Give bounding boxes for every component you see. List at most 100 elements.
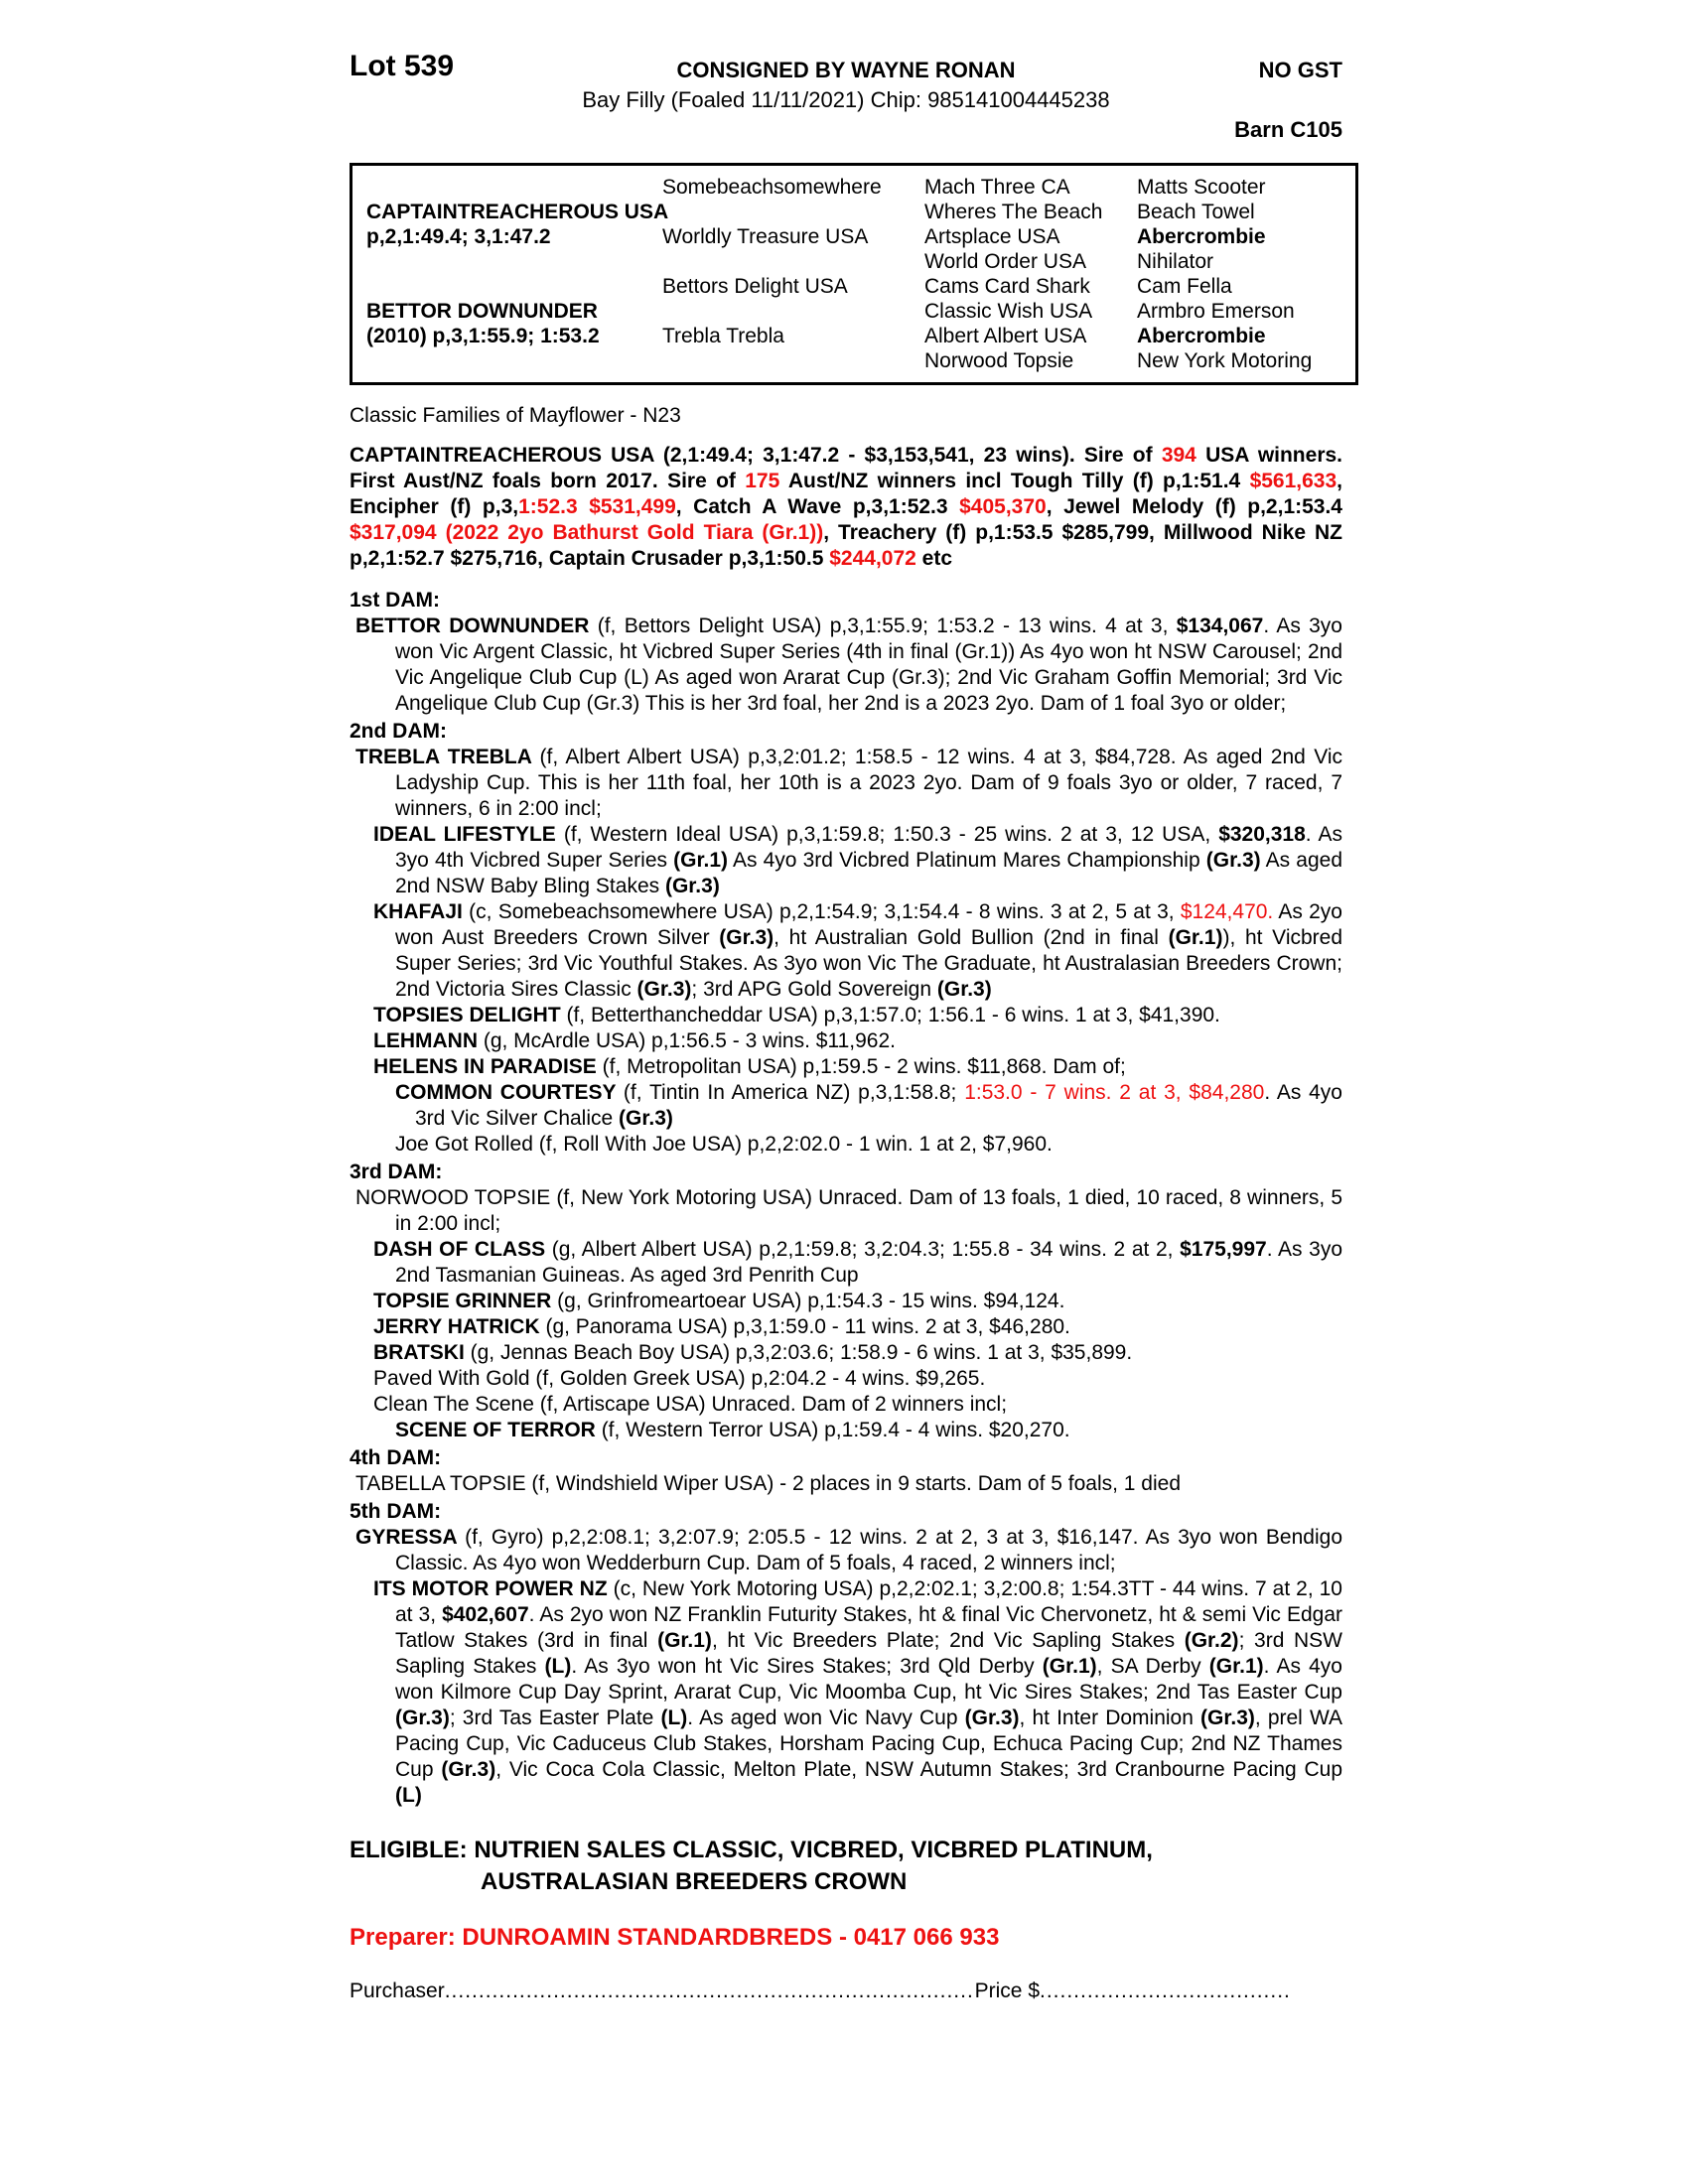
pedigree-cell: Artsplace USA — [924, 225, 1060, 248]
text-segment: , Vic Coca Cola Classic, Melton Plate, N… — [495, 1758, 1348, 1781]
horse-common-courtesy: COMMON COURTESY (f, Tintin In America NZ… — [350, 1080, 1342, 1132]
family-line: Classic Families of Mayflower - N23 — [350, 403, 1342, 429]
text-segment: Clean The Scene (f, Artiscape USA) Unrac… — [373, 1393, 1008, 1416]
emphasis-text: $320,318 — [1218, 823, 1306, 846]
page-content: Lot 539 CONSIGNED BY WAYNE RONAN NO GST … — [350, 44, 1358, 2003]
horse-khafaji: KHAFAJI (c, Somebeachsomewhere USA) p,2,… — [350, 899, 1342, 1003]
emphasis-text: (Gr.1) — [657, 1629, 712, 1652]
purchaser-price-line: Purchaser ..............................… — [350, 1979, 1288, 2003]
pedigree-cell — [366, 274, 662, 299]
text-segment: . As 4yo won Kilmore Cup Day Sprint, Ara… — [395, 1655, 1348, 1704]
emphasis-text: BRATSKI — [373, 1341, 471, 1364]
text-segment: As 2yo won Aust Breeders Crown Silver — [395, 900, 1348, 949]
text-segment: CAPTAINTREACHEROUS USA (2,1:49.4; 3,1:47… — [350, 444, 1162, 467]
highlighted-text: $124,470. — [1180, 900, 1274, 923]
text-segment: (f, Bettors Delight USA) p,3,1:55.9; 1:5… — [597, 614, 1177, 637]
horse-jerry-hatrick: JERRY HATRICK (g, Panorama USA) p,3,1:59… — [350, 1314, 1342, 1340]
pedigree-cell: Cam Fella — [1137, 275, 1232, 298]
emphasis-text: (Gr.3) — [395, 1706, 450, 1729]
gst-status: NO GST — [1258, 58, 1342, 82]
pedigree-cell: Bettors Delight USA — [662, 275, 848, 298]
text-segment: (c, Somebeachsomewhere USA) p,2,1:54.9; … — [469, 900, 1181, 923]
eligibility-block: ELIGIBLE: NUTRIEN SALES CLASSIC, VICBRED… — [350, 1835, 1342, 1898]
pedigree-cell: Norwood Topsie — [924, 349, 1074, 372]
horse-helens-in-paradise: HELENS IN PARADISE (f, Metropolitan USA)… — [350, 1054, 1342, 1080]
emphasis-text: BETTOR DOWNUNDER — [355, 614, 598, 637]
pedigree-cell — [366, 348, 662, 373]
pedigree-cell: Classic Wish USA — [924, 300, 1093, 323]
purchaser-label: Purchaser — [350, 1979, 445, 2002]
emphasis-text: LEHMANN — [373, 1029, 484, 1052]
highlighted-text: 394 — [1161, 444, 1196, 467]
horse-ideal-lifestyle: IDEAL LIFESTYLE (f, Western Ideal USA) p… — [350, 822, 1342, 899]
text-segment: . As 2yo won NZ Franklin Futurity Stakes… — [395, 1603, 1348, 1652]
horse-lehmann: LEHMANN (g, McArdle USA) p,1:56.5 - 3 wi… — [350, 1028, 1342, 1054]
text-segment: (g, Albert Albert USA) p,2,1:59.8; 3,2:0… — [551, 1238, 1181, 1261]
text-segment: USA winners. First Aust/NZ foals born 20… — [350, 444, 1348, 492]
text-segment: , Treachery (f) p,1:53.5 $285,799, Millw… — [350, 521, 1348, 570]
text-segment: (f, Gyro) p,2,2:08.1; 3,2:07.9; 2:05.5 -… — [395, 1526, 1348, 1574]
text-segment: (f, Albert Albert USA) p,3,2:01.2; 1:58.… — [395, 746, 1348, 820]
pedigree-cell — [662, 299, 924, 324]
horse-its-motor-power: ITS MOTOR POWER NZ (c, New York Motoring… — [350, 1576, 1342, 1809]
horse-topsies-delight: TOPSIES DELIGHT (f, Betterthancheddar US… — [350, 1003, 1342, 1028]
emphasis-text: (Gr.3) — [964, 1706, 1020, 1729]
text-segment: TABELLA TOPSIE (f, Windshield Wiper USA)… — [355, 1472, 1182, 1495]
emphasis-text: (Gr.3) — [636, 978, 692, 1001]
text-segment: (g, Panorama USA) p,3,1:59.0 - 11 wins. … — [545, 1315, 1070, 1338]
pedigree-cell — [662, 249, 924, 274]
pedigree-cell: Wheres The Beach — [924, 201, 1103, 223]
price-label: Price $ — [974, 1979, 1040, 2002]
horse-bratski: BRATSKI (g, Jennas Beach Boy USA) p,3,2:… — [350, 1340, 1342, 1366]
emphasis-text: TOPSIES DELIGHT — [373, 1004, 567, 1026]
preparer-line: Preparer: DUNROAMIN STANDARDBREDS - 0417… — [350, 1924, 1000, 1951]
emphasis-text: $402,607 — [442, 1603, 529, 1626]
emphasis-text: (Gr.3) — [936, 978, 992, 1001]
horse-topsie-grinner: TOPSIE GRINNER (g, Grinfromeartoear USA)… — [350, 1289, 1342, 1314]
text-segment: 5th DAM: — [350, 1500, 442, 1523]
text-segment: Paved With Gold (f, Golden Greek USA) p,… — [373, 1367, 986, 1390]
emphasis-text: (Gr.1) — [673, 849, 728, 872]
dam1-heading: 1st DAM: — [350, 588, 1342, 614]
dam4-entry: TABELLA TOPSIE (f, Windshield Wiper USA)… — [350, 1471, 1342, 1497]
highlighted-text: $244,072 — [829, 547, 916, 570]
highlighted-text: $317,094 (2022 2yo Bathurst Gold Tiara (… — [350, 521, 824, 544]
pedigree-cell — [366, 175, 662, 200]
highlighted-text: $561,633 — [1249, 470, 1337, 492]
text-segment: . As aged won Vic Navy Cup — [687, 1706, 965, 1729]
barn-number: Barn C105 — [1234, 117, 1342, 142]
dam1-entry: BETTOR DOWNUNDER (f, Bettors Delight USA… — [350, 614, 1342, 717]
price-dotted-line: ........................................… — [1040, 1979, 1288, 2002]
emphasis-text: IDEAL LIFESTYLE — [373, 823, 564, 846]
text-segment: 1st DAM: — [350, 589, 441, 612]
emphasis-text: (L) — [660, 1706, 688, 1729]
text-segment: Joe Got Rolled (f, Roll With Joe USA) p,… — [395, 1133, 1053, 1156]
text-segment: (f, Metropolitan USA) p,1:59.5 - 2 wins.… — [602, 1055, 1126, 1078]
dam5-heading: 5th DAM: — [350, 1499, 1342, 1525]
text-segment: As aged 2nd NSW Baby Bling Stakes — [395, 849, 1348, 897]
pedigree-cell — [662, 348, 924, 373]
text-segment: NORWOOD TOPSIE (f, New York Motoring USA… — [355, 1186, 1348, 1235]
emphasis-text: $175,997 — [1180, 1238, 1267, 1261]
text-segment: (c, New York Motoring USA) p,2,2:02.1; 3… — [395, 1577, 1348, 1626]
highlighted-text: 1:52.3 $531,499 — [518, 495, 676, 518]
text-segment: As 4yo 3rd Vicbred Platinum Mares Champi… — [728, 849, 1206, 872]
text-segment: , ht Australian Gold Bullion (2nd in fin… — [774, 926, 1169, 949]
text-segment: , ht Inter Dominion — [1019, 1706, 1201, 1729]
horse-paved-with-gold: Paved With Gold (f, Golden Greek USA) p,… — [350, 1366, 1342, 1392]
emphasis-text: (Gr.1) — [1042, 1655, 1097, 1678]
pedigree-cell: Cams Card Shark — [924, 275, 1090, 298]
pedigree-cell: CAPTAINTREACHEROUS USA — [366, 201, 669, 223]
pedigree-cell: Abercrombie — [1137, 225, 1266, 248]
pedigree-cell: Nihilator — [1137, 250, 1214, 273]
consignor-line: CONSIGNED BY WAYNE RONAN — [676, 58, 1016, 82]
text-segment: , prel WA Pacing Cup, Vic Caduceus Club … — [395, 1706, 1348, 1781]
text-segment: ), ht Vicbred Super Series; 3rd Vic Yout… — [395, 926, 1348, 1001]
text-segment: , Jewel Melody (f) p,2,1:53.4 — [1046, 495, 1348, 518]
emphasis-text: (Gr.3) — [1200, 1706, 1255, 1729]
pedigree-cell: Mach Three CA — [924, 176, 1070, 199]
emphasis-text: DASH OF CLASS — [373, 1238, 552, 1261]
text-segment: . As 3yo won ht Vic Sires Stakes; 3rd Ql… — [571, 1655, 1043, 1678]
dam2-entry: TREBLA TREBLA (f, Albert Albert USA) p,3… — [350, 745, 1342, 822]
